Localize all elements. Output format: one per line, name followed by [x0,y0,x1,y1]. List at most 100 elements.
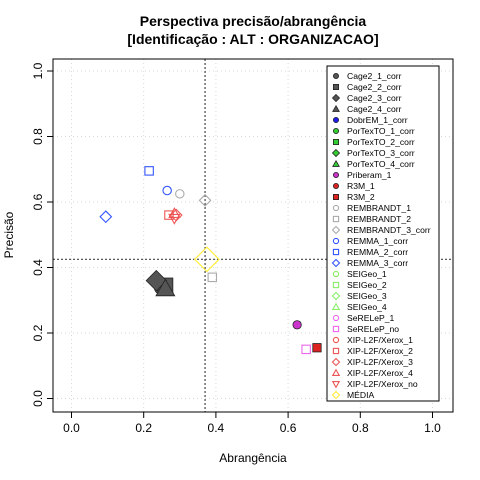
legend-item: SEIGeo_1 [332,269,387,279]
legend-label: XIP-L2F/Xerox_3 [347,357,413,367]
y-tick-label: 0.6 [31,193,45,210]
x-tick-label: 1.0 [424,421,441,435]
legend-item: PorTexTO_1_corr [332,126,415,136]
legend-item: Cage2_3_corr [331,93,402,103]
y-tick-label: 0.4 [31,259,45,276]
legend-item: DobrEM_1_corr [332,115,408,125]
point-serelep-no [301,344,311,355]
point-rembrandt-1 [175,189,185,199]
legend-label: REMMA_3_corr [347,258,408,268]
legend-item: SeRELeP_no [332,324,399,334]
y-tick-label: 1.0 [31,62,45,79]
legend-item: SEIGeo_2 [332,280,387,290]
point-rembrandt-2 [207,272,218,283]
legend-item: REMMA_3_corr [331,258,408,268]
legend-item: PorTexTO_3_corr [331,148,415,158]
legend-item: MÉDIA [331,390,374,400]
legend-item: Priberam_1 [332,170,392,180]
legend-label: XIP-L2F/Xerox_no [347,379,418,389]
point-remma-2-corr [144,166,154,176]
legend-marker-cage2-1-corr [332,73,339,80]
legend-item: SEIGeo_3 [331,291,387,301]
legend-label: Cage2_4_corr [347,104,402,114]
legend-label: REMBRANDT_2 [347,214,411,224]
legend-item: PorTexTO_4_corr [332,159,415,169]
legend-marker-rembrandt-2 [332,215,340,223]
x-tick-label: 0.0 [63,421,80,435]
legend-label: REMBRANDT_1 [347,203,411,213]
legend-item: R3M_1 [332,181,375,191]
legend-label: XIP-L2F/Xerox_1 [347,335,413,345]
legend-item: XIP-L2F/Xerox_1 [332,335,413,345]
legend-marker-r3m-1 [332,182,339,189]
legend-item: SeRELeP_1 [332,313,395,323]
legend-marker-remma-2-corr [332,248,340,256]
legend-label: PorTexTO_3_corr [347,148,415,158]
legend-item: XIP-L2F/Xerox_4 [331,368,413,378]
legend-label: PorTexTO_1_corr [347,126,415,136]
legend-marker-serelep-1 [332,314,340,322]
y-tick-label: 0.0 [31,390,45,407]
legend-label: Cage2_1_corr [347,71,402,81]
legend-label: REMMA_1_corr [347,236,408,246]
legend-label: XIP-L2F/Xerox_4 [347,368,413,378]
point-remma-1-corr [162,185,172,196]
x-tick-label: 0.4 [208,421,225,435]
legend-item: REMBRANDT_2 [332,214,411,224]
legend-marker-portexto-1-corr [332,127,339,134]
point-cage2-4-corr [155,278,176,297]
legend-item: R3M_2 [332,192,375,202]
legend-marker-xip-l2f-xerox-2 [332,347,340,355]
legend-label: SeRELeP_no [347,324,399,334]
legend-marker-portexto-4-corr [332,159,340,167]
legend-marker-portexto-3-corr [331,148,341,158]
legend-item: REMMA_1_corr [332,236,408,246]
legend-marker-seigeo-1 [332,270,340,278]
legend-label: R3M_1 [347,181,375,191]
legend-marker-dobrem-1-corr [332,117,339,124]
legend-label: SeRELeP_1 [347,313,395,323]
legend-item: Cage2_1_corr [332,71,402,81]
point-priberam-1 [292,320,302,330]
x-tick-label: 0.8 [352,421,369,435]
legend-label: Cage2_2_corr [347,82,402,92]
point-r3m-2 [312,343,322,353]
x-axis: 0.0 0.2 0.4 0.6 0.8 1.0 [63,411,441,435]
legend-marker-m-dia [331,390,341,400]
legend-item: REMBRANDT_1 [332,203,411,213]
chart-subtitle: [Identificação : ALT : ORGANIZACAO] [127,31,378,47]
legend-label: SEIGeo_1 [347,269,387,279]
legend-label: Cage2_3_corr [347,93,402,103]
legend-label: REMBRANDT_3_corr [347,225,431,235]
legend-label: Priberam_1 [347,170,392,180]
legend-item: XIP-L2F/Xerox_no [331,379,418,389]
point-rembrandt-3-corr [198,193,212,207]
legend-item: Cage2_2_corr [332,82,402,92]
legend-marker-xip-l2f-xerox-3 [331,357,341,367]
x-tick-label: 0.6 [280,421,297,435]
y-tick-label: 0.2 [31,324,45,341]
y-axis-label: Precisão [2,211,16,258]
legend-marker-cage2-3-corr [331,93,341,103]
legend: Cage2_1_corrCage2_2_corrCage2_3_corrCage… [326,65,440,402]
legend-item: REMMA_2_corr [332,247,408,257]
point-xip-l2f-xerox-no [168,213,181,225]
y-axis: 0.0 0.2 0.4 0.6 0.8 1.0 [31,62,54,407]
legend-marker-cage2-2-corr [332,84,339,91]
legend-marker-portexto-2-corr [332,138,339,145]
data-points [99,166,322,355]
legend-label: MÉDIA [347,390,374,400]
legend-marker-seigeo-4 [331,302,341,310]
chart-title: Perspectiva precisão/abrangência [140,13,367,29]
legend-item: REMBRANDT_3_corr [331,225,431,235]
legend-marker-remma-3-corr [331,258,341,268]
legend-marker-serelep-no [332,325,340,333]
x-axis-label: Abrangência [219,451,287,465]
legend-label: SEIGeo_2 [347,280,387,290]
y-tick-label: 0.8 [31,128,45,145]
legend-marker-rembrandt-1 [332,204,340,212]
legend-label: PorTexTO_4_corr [347,159,415,169]
legend-label: PorTexTO_2_corr [347,137,415,147]
point-xip-l2f-xerox-2 [164,210,174,220]
